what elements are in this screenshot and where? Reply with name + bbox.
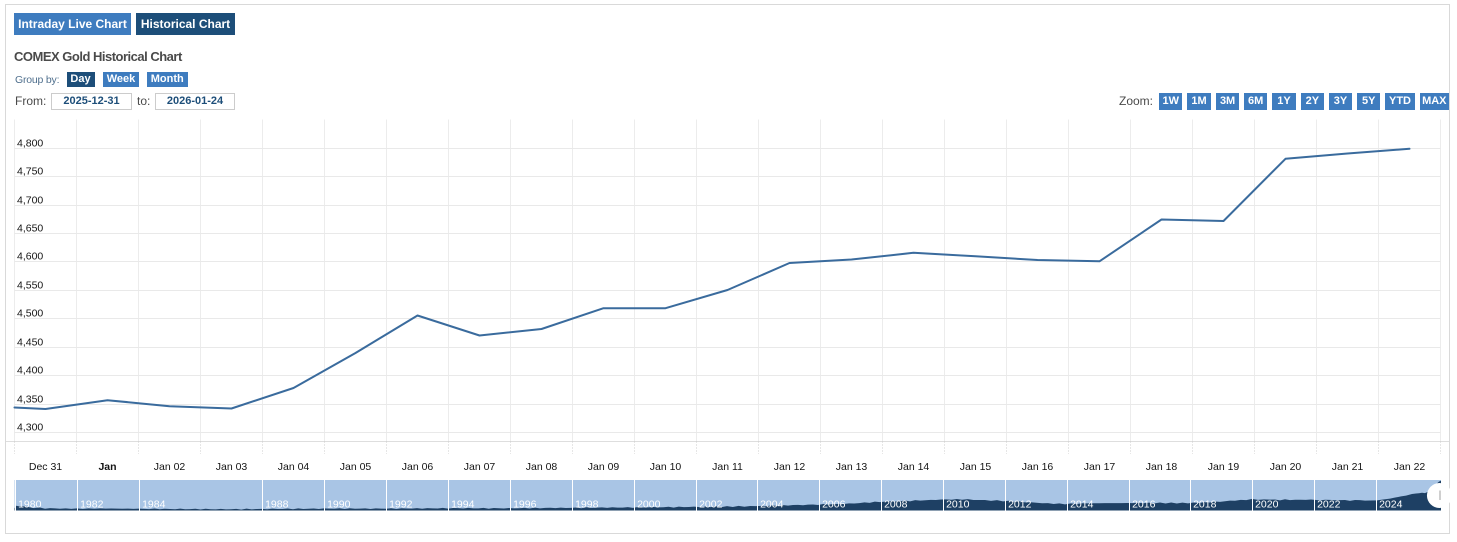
svg-text:1996: 1996 bbox=[513, 498, 537, 510]
svg-text:2010: 2010 bbox=[946, 498, 970, 510]
svg-text:Jan: Jan bbox=[98, 461, 116, 473]
svg-text:1998: 1998 bbox=[575, 498, 599, 510]
svg-text:Jan 10: Jan 10 bbox=[650, 461, 682, 473]
svg-text:Jan 04: Jan 04 bbox=[278, 461, 310, 473]
svg-text:Dec 31: Dec 31 bbox=[29, 461, 62, 473]
svg-text:1982: 1982 bbox=[80, 498, 104, 510]
svg-text:Jan 07: Jan 07 bbox=[464, 461, 496, 473]
svg-text:4,700: 4,700 bbox=[17, 195, 43, 207]
svg-text:Jan 02: Jan 02 bbox=[154, 461, 186, 473]
svg-text:4,500: 4,500 bbox=[17, 308, 43, 320]
svg-text:4,600: 4,600 bbox=[17, 251, 43, 263]
svg-text:2000: 2000 bbox=[637, 498, 661, 510]
svg-text:Jan 22: Jan 22 bbox=[1394, 461, 1426, 473]
svg-text:Jan 20: Jan 20 bbox=[1270, 461, 1302, 473]
svg-text:Jan 17: Jan 17 bbox=[1084, 461, 1116, 473]
svg-text:4,400: 4,400 bbox=[17, 365, 43, 377]
svg-text:2018: 2018 bbox=[1193, 498, 1217, 510]
svg-text:Jan 08: Jan 08 bbox=[526, 461, 558, 473]
svg-text:2022: 2022 bbox=[1317, 498, 1341, 510]
svg-text:Jan 05: Jan 05 bbox=[340, 461, 372, 473]
svg-text:Jan 09: Jan 09 bbox=[588, 461, 620, 473]
svg-text:2014: 2014 bbox=[1070, 498, 1094, 510]
svg-text:Jan 14: Jan 14 bbox=[898, 461, 930, 473]
svg-text:1980: 1980 bbox=[18, 498, 42, 510]
svg-text:Jan 21: Jan 21 bbox=[1332, 461, 1364, 473]
svg-text:Jan 15: Jan 15 bbox=[960, 461, 992, 473]
svg-text:Jan 03: Jan 03 bbox=[216, 461, 248, 473]
svg-text:1984: 1984 bbox=[142, 498, 166, 510]
svg-text:2020: 2020 bbox=[1255, 498, 1279, 510]
svg-text:2008: 2008 bbox=[884, 498, 908, 510]
svg-text:1992: 1992 bbox=[389, 498, 413, 510]
svg-text:1994: 1994 bbox=[451, 498, 475, 510]
svg-text:4,650: 4,650 bbox=[17, 223, 43, 235]
svg-text:4,550: 4,550 bbox=[17, 280, 43, 292]
svg-text:2006: 2006 bbox=[822, 498, 846, 510]
svg-text:Jan 11: Jan 11 bbox=[712, 461, 743, 473]
svg-text:4,750: 4,750 bbox=[17, 166, 43, 178]
svg-text:Jan 19: Jan 19 bbox=[1208, 461, 1240, 473]
svg-text:4,450: 4,450 bbox=[17, 337, 43, 349]
svg-text:2024: 2024 bbox=[1379, 498, 1403, 510]
svg-text:2016: 2016 bbox=[1132, 498, 1156, 510]
svg-text:Jan 13: Jan 13 bbox=[836, 461, 868, 473]
svg-text:2012: 2012 bbox=[1008, 498, 1032, 510]
svg-text:1988: 1988 bbox=[265, 498, 289, 510]
svg-text:Jan 16: Jan 16 bbox=[1022, 461, 1054, 473]
svg-text:2002: 2002 bbox=[699, 498, 723, 510]
svg-text:Jan 06: Jan 06 bbox=[402, 461, 434, 473]
svg-text:1990: 1990 bbox=[327, 498, 351, 510]
svg-text:Jan 18: Jan 18 bbox=[1146, 461, 1178, 473]
svg-text:2004: 2004 bbox=[760, 498, 784, 510]
svg-text:Jan 12: Jan 12 bbox=[774, 461, 806, 473]
svg-text:4,800: 4,800 bbox=[17, 138, 43, 150]
svg-text:4,300: 4,300 bbox=[17, 422, 43, 434]
svg-text:4,350: 4,350 bbox=[17, 394, 43, 406]
